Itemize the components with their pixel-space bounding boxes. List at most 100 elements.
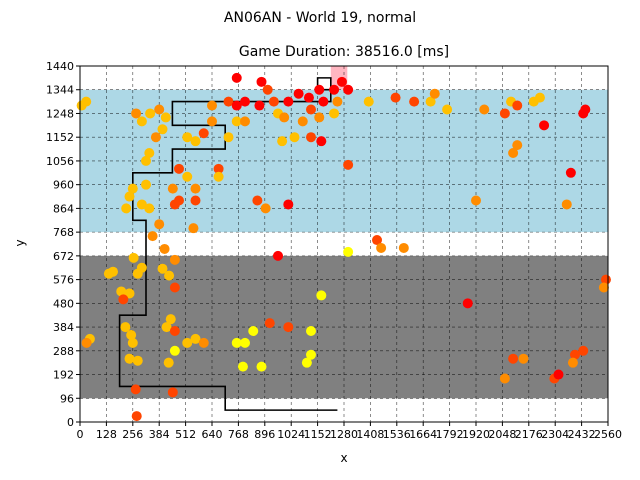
x-tick: 128: [96, 422, 117, 441]
data-point: [578, 345, 589, 356]
data-point: [130, 384, 141, 395]
x-tick-label: 2432: [568, 428, 596, 441]
x-tick: 2048: [488, 422, 516, 441]
data-point: [213, 163, 224, 174]
data-point: [169, 254, 180, 265]
data-point: [223, 132, 234, 143]
data-point: [121, 203, 132, 214]
data-point: [512, 140, 523, 151]
data-point: [254, 100, 265, 111]
data-point: [160, 112, 171, 123]
x-axis: 0 128 256 384 512 640 768 896 102411521280140815…: [77, 422, 622, 441]
y-tick: 1248: [46, 107, 80, 120]
data-point: [141, 179, 151, 190]
data-point: [318, 96, 329, 107]
data-point: [316, 290, 327, 301]
data-point: [442, 104, 453, 115]
x-tick: 768: [228, 422, 249, 441]
y-tick: 192: [53, 369, 80, 382]
data-point: [425, 96, 436, 107]
y-tick-label: 672: [53, 250, 74, 263]
x-tick: 1536: [383, 422, 411, 441]
data-point: [174, 195, 184, 206]
data-point: [159, 243, 170, 254]
grid: [79, 65, 609, 423]
data-point: [248, 326, 259, 337]
y-tick: 768: [53, 226, 80, 239]
x-tick-label: 2048: [488, 428, 516, 441]
x-tick-label: 1792: [436, 428, 464, 441]
y-tick-label: 1056: [46, 155, 74, 168]
data-point: [207, 116, 217, 127]
x-tick: 1408: [356, 422, 384, 441]
data-point: [314, 84, 325, 95]
x-tick-label: 512: [175, 428, 196, 441]
y-tick: 96: [60, 392, 80, 405]
y-tick: 1344: [46, 84, 80, 97]
data-point: [169, 345, 180, 356]
y-tick-label: 576: [53, 274, 74, 287]
data-point: [279, 112, 290, 123]
y-tick-label: 960: [53, 179, 74, 192]
y-tick-label: 480: [53, 297, 74, 310]
x-tick: 384: [149, 422, 170, 441]
data-point: [409, 96, 420, 107]
data-point: [167, 183, 178, 194]
data-point: [81, 337, 92, 348]
data-point: [429, 88, 440, 99]
x-tick: 2304: [541, 422, 569, 441]
x-tick-label: 1152: [304, 428, 332, 441]
x-tick: 2432: [568, 422, 596, 441]
chart-title: Game Duration: 38516.0 [ms]: [239, 44, 449, 60]
data-point: [479, 104, 490, 115]
x-tick-label: 640: [202, 428, 223, 441]
points-layer: [76, 72, 611, 422]
data-point: [131, 411, 142, 422]
data-point: [128, 252, 139, 263]
y-axis: 0 96 192 288 384 480 576 672 768 864 960 1056 1152 12…: [46, 60, 80, 429]
x-tick-label: 0: [77, 428, 84, 441]
data-point: [169, 282, 180, 293]
x-tick: 640: [202, 422, 223, 441]
data-point: [164, 270, 175, 281]
data-point: [363, 96, 374, 107]
data-point: [264, 318, 275, 329]
x-tick: 0: [77, 422, 84, 441]
data-point: [508, 353, 519, 364]
x-tick: 1664: [409, 422, 437, 441]
data-point: [124, 353, 135, 364]
y-tick: 384: [53, 321, 80, 334]
data-point: [499, 373, 510, 384]
data-point: [570, 349, 580, 360]
data-point: [398, 242, 409, 253]
y-tick: 288: [53, 345, 80, 358]
data-point: [561, 199, 572, 210]
data-point: [336, 76, 347, 87]
data-point: [116, 286, 127, 297]
y-tick: 960: [53, 179, 80, 192]
data-point: [518, 353, 529, 364]
data-point: [182, 132, 193, 143]
y-tick: 1056: [46, 155, 80, 168]
y-tick-label: 288: [53, 345, 74, 358]
y-tick-label: 1248: [46, 107, 74, 120]
x-tick-label: 2304: [541, 428, 569, 441]
data-point: [252, 195, 263, 206]
data-point: [141, 155, 151, 166]
data-point: [301, 357, 312, 368]
data-point: [390, 92, 401, 103]
data-point: [124, 191, 135, 202]
x-tick-label: 1408: [356, 428, 384, 441]
x-axis-label: x: [340, 451, 347, 465]
x-tick-label: 384: [149, 428, 170, 441]
data-point: [136, 199, 147, 210]
data-point: [314, 112, 325, 123]
data-point: [167, 387, 178, 398]
data-point: [126, 329, 137, 340]
data-point: [131, 108, 142, 119]
x-tick: 2176: [515, 422, 543, 441]
x-tick: 1792: [436, 422, 464, 441]
data-point: [154, 219, 165, 230]
data-point: [273, 250, 283, 261]
